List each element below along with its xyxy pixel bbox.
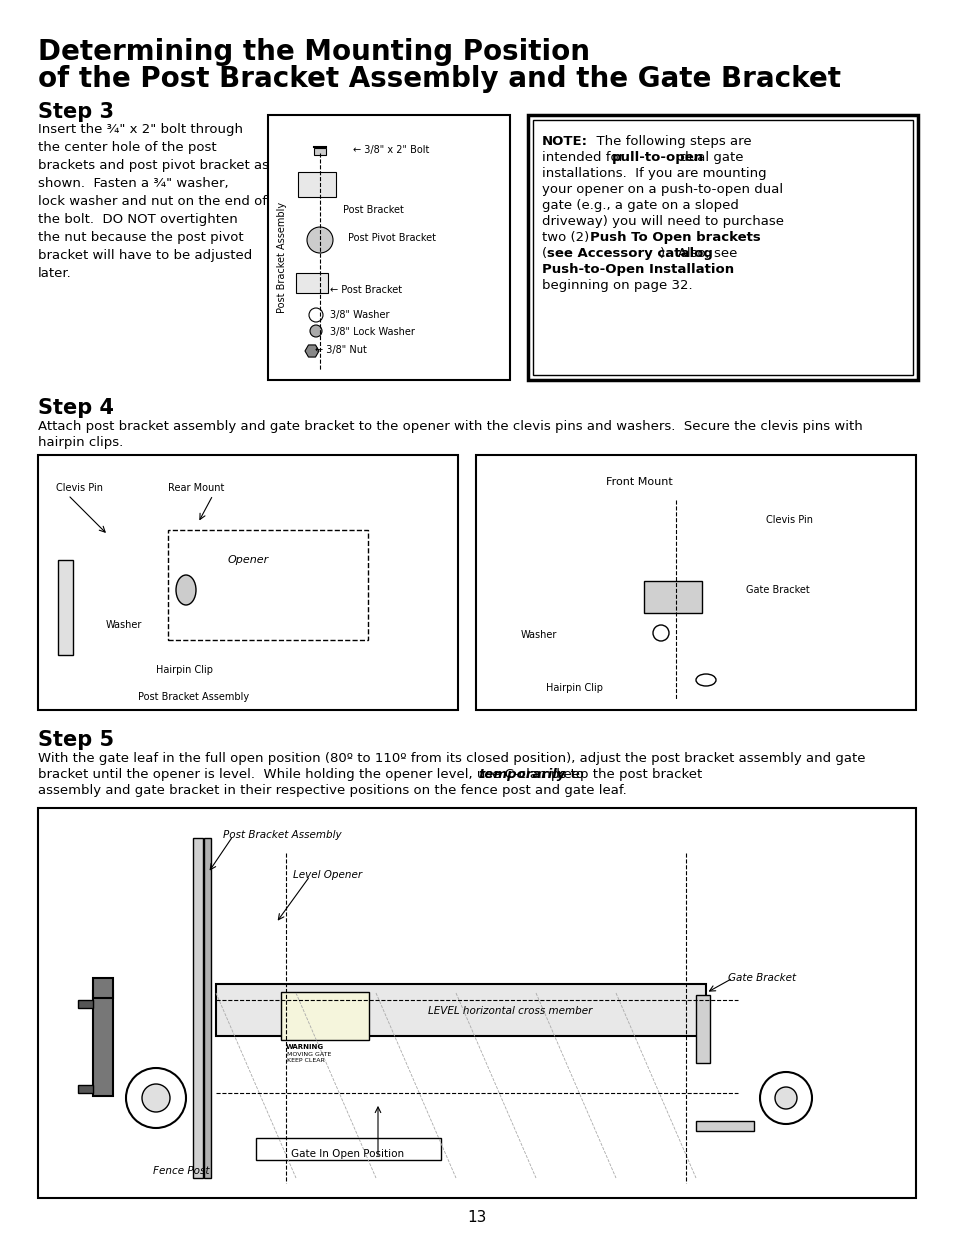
Bar [476, 454, 915, 710]
Polygon shape [305, 345, 318, 357]
Circle shape [760, 1072, 811, 1124]
Text: Opener: Opener [228, 555, 269, 564]
Circle shape [309, 308, 323, 322]
Text: bracket until the opener is level.  While holding the opener level, use C-clamps: bracket until the opener is level. While… [38, 768, 587, 781]
Text: Push-to-Open Installation: Push-to-Open Installation [541, 263, 734, 275]
Bar [314, 148, 326, 156]
Text: Gate In Open Position: Gate In Open Position [291, 1149, 404, 1158]
Ellipse shape [696, 674, 716, 685]
Bar [643, 580, 701, 613]
Bar [295, 273, 328, 293]
Text: of the Post Bracket Assembly and the Gate Bracket: of the Post Bracket Assembly and the Gat… [38, 65, 841, 93]
Text: assembly and gate bracket in their respective positions on the fence post and ga: assembly and gate bracket in their respe… [38, 784, 626, 797]
Text: Post Pivot Bracket: Post Pivot Bracket [348, 233, 436, 243]
Text: Level Opener: Level Opener [293, 869, 362, 881]
Text: driveway) you will need to purchase: driveway) you will need to purchase [541, 215, 783, 228]
Circle shape [307, 227, 333, 253]
Text: temporarily: temporarily [477, 768, 565, 781]
Text: Post Bracket: Post Bracket [343, 205, 403, 215]
Text: Clevis Pin: Clevis Pin [765, 515, 812, 525]
Text: NOTE:: NOTE: [541, 135, 587, 148]
Circle shape [126, 1068, 186, 1128]
Text: Step 4: Step 4 [38, 398, 113, 417]
Text: ← Post Bracket: ← Post Bracket [330, 285, 402, 295]
Text: two (2): two (2) [541, 231, 598, 245]
Text: Washer: Washer [106, 620, 142, 630]
Text: pull-to-open: pull-to-open [611, 151, 703, 164]
Text: dual gate: dual gate [675, 151, 742, 164]
Text: Hairpin Clip: Hairpin Clip [156, 664, 213, 676]
Text: gate (e.g., a gate on a sloped: gate (e.g., a gate on a sloped [541, 199, 739, 212]
Text: see Accessory catalog: see Accessory catalog [547, 247, 713, 261]
Text: (: ( [541, 247, 547, 261]
Text: Clevis Pin: Clevis Pin [56, 483, 103, 493]
Bar [204, 839, 211, 1178]
Text: LEVEL horizontal cross member: LEVEL horizontal cross member [428, 1007, 592, 1016]
Circle shape [142, 1084, 170, 1112]
Bar [58, 559, 73, 655]
Text: Determining the Mounting Position: Determining the Mounting Position [38, 38, 589, 65]
Bar [168, 530, 368, 640]
Bar [78, 1086, 92, 1093]
Text: ← 3/8" x 2" Bolt: ← 3/8" x 2" Bolt [353, 144, 429, 156]
Bar [268, 115, 510, 380]
Text: Front Mount: Front Mount [605, 477, 672, 487]
Bar [38, 808, 915, 1198]
Bar [281, 992, 369, 1040]
Bar [215, 984, 705, 1036]
Text: WARNING: WARNING [286, 1044, 324, 1050]
Bar [696, 1121, 753, 1131]
Text: Washer: Washer [520, 630, 557, 640]
Ellipse shape [175, 576, 195, 605]
Text: Step 5: Step 5 [38, 730, 114, 750]
Text: Gate Bracket: Gate Bracket [745, 585, 809, 595]
Text: ← 3/8" Nut: ← 3/8" Nut [314, 345, 367, 354]
Text: Gate Bracket: Gate Bracket [727, 973, 796, 983]
Text: Insert the ¾" x 2" bolt through
the center hole of the post
brackets and post pi: Insert the ¾" x 2" bolt through the cent… [38, 124, 269, 280]
Bar [533, 120, 912, 375]
Text: hairpin clips.: hairpin clips. [38, 436, 123, 450]
Bar [92, 978, 112, 998]
Text: The following steps are: The following steps are [587, 135, 751, 148]
Text: keep the post bracket: keep the post bracket [552, 768, 701, 781]
Text: Post Bracket Assembly: Post Bracket Assembly [276, 203, 287, 312]
Text: your opener on a push-to-open dual: your opener on a push-to-open dual [541, 183, 782, 196]
Text: 13: 13 [467, 1210, 486, 1225]
Text: Fence Post: Fence Post [152, 1166, 210, 1176]
Bar [255, 1137, 440, 1160]
Text: Post Bracket Assembly: Post Bracket Assembly [138, 692, 249, 701]
Bar [527, 115, 917, 380]
Text: intended for: intended for [541, 151, 628, 164]
Text: Step 3: Step 3 [38, 103, 113, 122]
Bar [92, 990, 112, 1095]
Text: beginning on page 32.: beginning on page 32. [541, 279, 692, 291]
Text: Attach post bracket assembly and gate bracket to the opener with the clevis pins: Attach post bracket assembly and gate br… [38, 420, 862, 433]
Text: 3/8" Washer: 3/8" Washer [330, 310, 389, 320]
Text: MOVING GATE
KEEP CLEAR: MOVING GATE KEEP CLEAR [287, 1052, 331, 1063]
Circle shape [774, 1087, 796, 1109]
Circle shape [310, 325, 322, 337]
Text: Rear Mount: Rear Mount [168, 483, 224, 493]
Text: Push To Open brackets: Push To Open brackets [590, 231, 760, 245]
Bar [696, 995, 709, 1063]
Bar [78, 1000, 92, 1008]
Bar [193, 839, 203, 1178]
Text: 3/8" Lock Washer: 3/8" Lock Washer [330, 327, 415, 337]
Text: ).  Also, see: ). Also, see [659, 247, 737, 261]
Text: Post Bracket Assembly: Post Bracket Assembly [223, 830, 341, 840]
Circle shape [652, 625, 668, 641]
Bar [297, 172, 335, 198]
Text: Hairpin Clip: Hairpin Clip [545, 683, 602, 693]
Bar [38, 454, 457, 710]
Text: With the gate leaf in the full open position (80º to 110º from its closed positi: With the gate leaf in the full open posi… [38, 752, 864, 764]
Text: installations.  If you are mounting: installations. If you are mounting [541, 167, 766, 180]
